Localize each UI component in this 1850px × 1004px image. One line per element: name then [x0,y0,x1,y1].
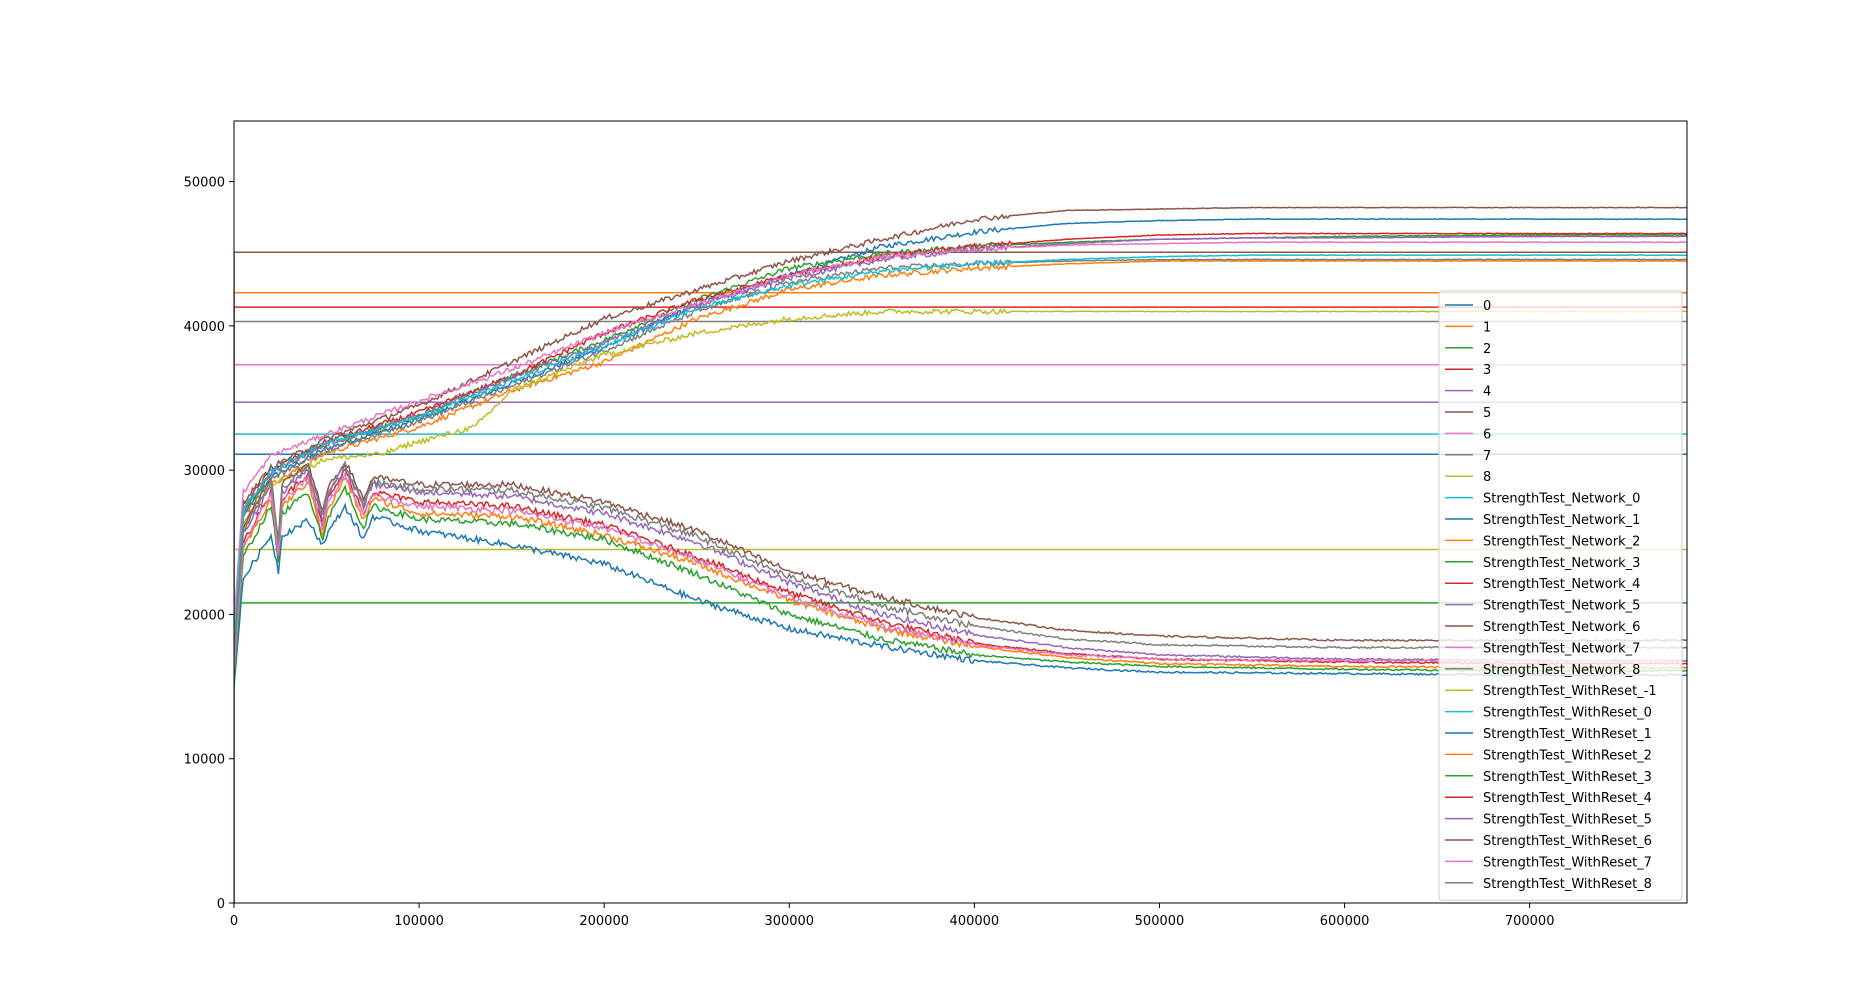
series-line-0 [234,453,1687,903]
plot-frame [233,120,1688,904]
legend-label: 4 [1483,385,1491,400]
legend-label: 7 [1483,449,1491,464]
x-tick-label: 700000 [1505,914,1555,929]
y-tick-label: 30000 [184,464,225,479]
legend-label: StrengthTest_Network_0 [1483,492,1640,507]
legend-label: StrengthTest_Network_8 [1483,663,1640,678]
y-tick-label: 10000 [184,753,225,768]
legend-label: StrengthTest_Network_7 [1483,641,1640,656]
legend-label: StrengthTest_Network_4 [1483,577,1640,592]
axis-layer: 0 100000 200000 300000 400000 500000 600000 700… [184,176,1555,929]
series-line-7 [234,320,1687,903]
series-line-StrengthTest_Network_8 [234,258,1687,647]
series-line-StrengthTest_Network_6 [234,206,1687,629]
series-line-1 [234,291,1687,903]
y-tick-label: 40000 [184,320,225,335]
series-line-3 [234,306,1687,903]
legend-label: StrengthTest_Network_6 [1483,620,1640,635]
series-line-8 [234,548,1687,903]
legend-label: StrengthTest_WithReset_3 [1483,770,1652,785]
legend-label: StrengthTest_WithReset_-1 [1483,684,1657,699]
y-tick-label: 20000 [184,608,225,623]
series-layer [234,206,1687,903]
series-line-2 [234,602,1687,903]
legend-box [1438,290,1683,901]
legend-label: 1 [1483,320,1491,335]
legend-label: StrengthTest_WithReset_2 [1483,748,1652,763]
y-tick-label: 0 [217,897,225,912]
legend-label: StrengthTest_WithReset_5 [1483,813,1652,828]
legend-label: 8 [1483,470,1491,485]
legend-label: 5 [1483,406,1491,421]
legend-label: StrengthTest_WithReset_1 [1483,727,1652,742]
legend-label: 0 [1483,299,1491,314]
series-line-5 [234,251,1687,903]
x-tick-label: 300000 [764,914,814,929]
series-line-StrengthTest_Network_7 [234,241,1687,622]
legend-label: StrengthTest_Network_1 [1483,513,1640,528]
x-tick-label: 400000 [950,914,1000,929]
legend-label: StrengthTest_Network_2 [1483,534,1640,549]
legend-label: 2 [1483,342,1491,357]
series-line-6 [234,364,1687,903]
legend-label: StrengthTest_WithReset_4 [1483,791,1652,806]
legend-label: 6 [1483,427,1491,442]
series-line-StrengthTest_Network_0 [234,433,1687,903]
x-tick-label: 200000 [579,914,629,929]
y-tick-label: 50000 [184,176,225,191]
x-tick-label: 500000 [1135,914,1185,929]
legend-label: 3 [1483,363,1491,378]
legend-label: StrengthTest_Network_3 [1483,556,1640,571]
x-tick-label: 100000 [394,914,444,929]
series-line-StrengthTest_WithReset_0 [234,254,1687,641]
legend-label: StrengthTest_WithReset_6 [1483,834,1652,849]
legend-label: StrengthTest_Network_5 [1483,599,1640,614]
x-tick-label: 0 [230,914,238,929]
legend-label: StrengthTest_WithReset_0 [1483,706,1652,721]
series-line-StrengthTest_Network_5 [234,235,1687,644]
series-line-StrengthTest_Network_2 [234,259,1687,658]
x-tick-label: 600000 [1320,914,1370,929]
series-line-4 [234,401,1687,903]
legend-label: StrengthTest_WithReset_8 [1483,877,1652,892]
series-line-StrengthTest_Network_4 [234,232,1687,637]
legend-label: StrengthTest_WithReset_7 [1483,855,1652,870]
legend: 0 1 2 3 4 5 6 7 8 StrengthTest_Network_0 StrengthT… [1438,290,1683,901]
